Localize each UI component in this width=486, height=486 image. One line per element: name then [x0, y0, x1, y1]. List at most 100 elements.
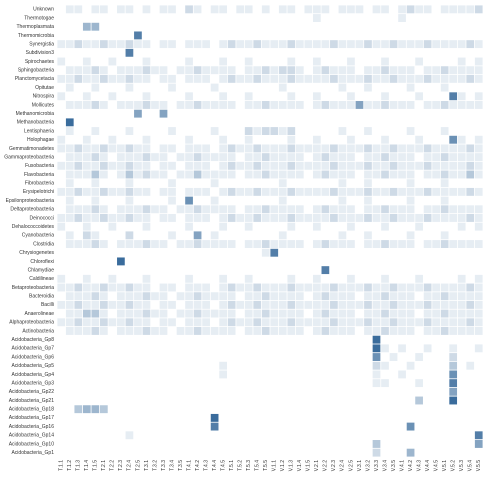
heat-cell: [338, 344, 347, 353]
heat-cell: [287, 205, 296, 214]
heat-cell: [168, 309, 176, 318]
heat-cell: [355, 83, 364, 92]
heat-cell: [227, 187, 236, 196]
heat-cell: [278, 448, 287, 457]
heat-cell: [82, 135, 91, 144]
heat-cell: [202, 214, 210, 222]
heat-cell: [423, 344, 432, 353]
heat-cell: [108, 83, 117, 92]
heat-cell: [466, 283, 475, 292]
heat-cell: [91, 327, 100, 335]
heat-cell: [313, 5, 321, 14]
heat-cell: [253, 170, 262, 179]
heat-cell: [338, 309, 347, 318]
heat-cell: [91, 292, 100, 301]
heat-cell: [100, 274, 108, 283]
heat-cell: [364, 92, 372, 101]
heat-cell: [347, 196, 355, 205]
heat-cell: [151, 318, 159, 327]
heat-cell: [65, 422, 74, 431]
row-label: Chrysiogenetes: [19, 250, 54, 256]
heat-cell: [474, 422, 483, 431]
heat-cell: [415, 318, 423, 327]
column-label: T.2.3: [118, 460, 124, 471]
heat-cell: [330, 153, 338, 162]
heat-cell: [406, 5, 415, 14]
heat-cell: [474, 413, 483, 422]
heat-cell: [168, 266, 176, 275]
heat-cell: [125, 283, 134, 292]
heat-cell: [466, 31, 475, 40]
heat-cell: [474, 300, 483, 309]
heat-cell: [389, 327, 398, 335]
heat-cell: [338, 144, 347, 153]
heat-cell: [57, 405, 66, 414]
heat-cell: [321, 5, 330, 14]
heat-cell: [406, 22, 415, 31]
heat-cell: [372, 361, 381, 370]
heat-cell: [151, 135, 159, 144]
heat-cell: [57, 5, 66, 14]
heat-cell: [219, 448, 227, 457]
heat-cell: [398, 127, 406, 135]
heat-cell: [364, 161, 372, 170]
heat-cell: [474, 5, 483, 14]
heat-cell: [117, 48, 125, 57]
heat-cell: [185, 66, 193, 75]
heat-cell: [381, 231, 389, 240]
heat-cell: [372, 379, 381, 388]
heat-cell: [100, 74, 108, 83]
heat-cell: [176, 431, 185, 440]
heat-cell: [65, 14, 74, 22]
heat-cell: [168, 144, 176, 153]
heat-cell: [193, 431, 202, 440]
heat-cell: [278, 318, 287, 327]
heat-cell: [313, 57, 321, 66]
heat-cell: [193, 48, 202, 57]
heat-cell: [432, 370, 440, 379]
heat-cell: [100, 40, 108, 49]
heat-cell: [270, 135, 279, 144]
heat-cell: [227, 318, 236, 327]
heat-cell: [415, 309, 423, 318]
heat-cell: [415, 196, 423, 205]
heat-cell: [108, 118, 117, 127]
heat-cell: [108, 153, 117, 162]
heat-cell: [151, 179, 159, 188]
heat-cell: [372, 353, 381, 361]
heat-cell: [244, 135, 253, 144]
heat-cell: [406, 361, 415, 370]
heat-cell: [457, 370, 466, 379]
heat-cell: [253, 161, 262, 170]
heat-cell: [423, 300, 432, 309]
heat-cell: [202, 344, 210, 353]
heat-cell: [321, 327, 330, 335]
heat-cell: [193, 327, 202, 335]
heat-cell: [364, 127, 372, 135]
heat-cell: [295, 5, 304, 14]
heat-cell: [193, 353, 202, 361]
heat-cell: [100, 170, 108, 179]
heat-cell: [295, 361, 304, 370]
heat-cell: [227, 257, 236, 266]
heat-cell: [321, 22, 330, 31]
heat-cell: [108, 387, 117, 396]
heat-cell: [65, 283, 74, 292]
heat-cell: [193, 379, 202, 388]
heat-cell: [355, 353, 364, 361]
heat-cell: [100, 66, 108, 75]
heat-cell: [321, 205, 330, 214]
heat-cell: [330, 92, 338, 101]
heat-cell: [134, 405, 142, 414]
heat-cell: [474, 309, 483, 318]
heat-cell: [381, 135, 389, 144]
heat-cell: [321, 361, 330, 370]
heat-cell: [406, 179, 415, 188]
heat-cell: [142, 83, 151, 92]
heat-cell: [74, 266, 83, 275]
heat-cell: [440, 370, 449, 379]
heat-cell: [159, 31, 168, 40]
heat-cell: [338, 283, 347, 292]
heat-cell: [287, 309, 296, 318]
heat-cell: [338, 31, 347, 40]
